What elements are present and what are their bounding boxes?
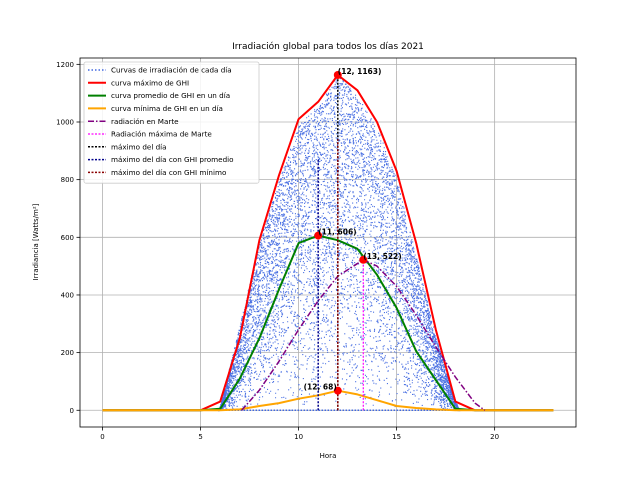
peak-marker (314, 231, 323, 240)
legend-box (83, 61, 260, 184)
legend-entry: curva mínima de GHI en un día (111, 104, 223, 113)
daily-curve-points (218, 77, 461, 412)
legend-entry: curva promedio de GHI en un día (111, 91, 230, 100)
y-tick-label: 400 (61, 291, 74, 299)
y-tick-label: 1200 (56, 61, 74, 69)
peak-marker (333, 386, 342, 395)
peak-annotation: (12, 1163) (338, 67, 382, 76)
legend-entry: Radiación máxima de Marte (111, 130, 212, 139)
chart-title: Irradiación global para todos los días 2… (232, 41, 424, 52)
legend-entry: Curvas de irradiación de cada día (111, 66, 232, 75)
min-ghi-line (102, 389, 554, 412)
y-axis-label: Irradiancia [Watts/m²] (32, 203, 40, 280)
y-tick-label: 200 (61, 349, 74, 357)
plot-frame (79, 57, 577, 428)
peak-marker (333, 71, 342, 80)
legend-entry: máximo del día con GHI mínimo (111, 168, 226, 177)
x-tick-label: 0 (100, 433, 104, 441)
legend-entry: curva máximo de GHI (111, 78, 189, 87)
peak-annotation: (12, 68) (304, 383, 337, 392)
y-tick-label: 800 (61, 176, 74, 184)
series-lines (102, 74, 554, 412)
peak-annotation: (11, 606) (318, 228, 356, 237)
legend-entry: radiación en Marte (111, 117, 179, 126)
vertical-lines (317, 75, 364, 411)
x-tick-label: 10 (294, 433, 303, 441)
peak-marker (359, 255, 368, 264)
peak-annotation: (13, 522) (363, 252, 401, 261)
legend-entry: máximo del día (111, 142, 167, 151)
x-tick-label: 5 (198, 433, 202, 441)
legend-entry: máximo del día con GHI promedio (111, 155, 234, 164)
peak-markers (314, 71, 368, 395)
y-tick-label: 1000 (56, 118, 74, 126)
annotations: (12, 1163) (11, 606) (13, 522) (12, 68) (304, 67, 402, 392)
x-tick-label: 15 (392, 433, 401, 441)
y-tick-label: 0 (70, 407, 74, 415)
x-tick-label: 20 (490, 433, 499, 441)
legend: Curvas de irradiación de cada día curva m… (83, 61, 260, 184)
x-axis-label: Hora (320, 452, 337, 460)
y-tick-label: 600 (61, 234, 74, 242)
